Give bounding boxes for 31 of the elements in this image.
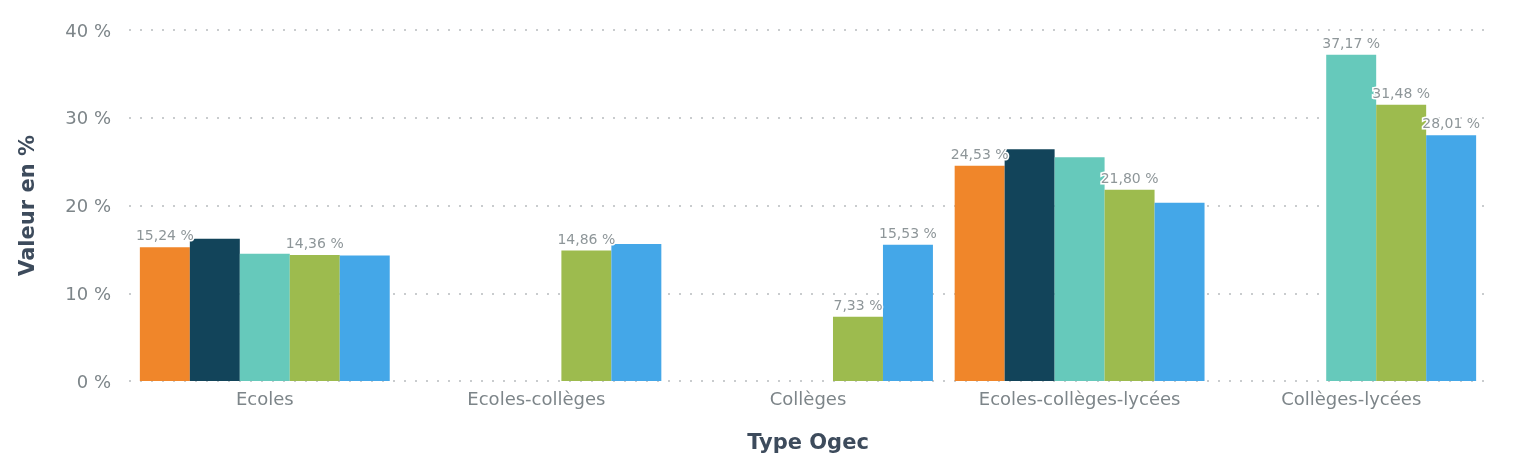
y-tick-label: 0 % <box>76 370 111 392</box>
y-tick-label: 30 % <box>65 107 111 129</box>
bar <box>289 254 340 381</box>
data-label: 15,53 % <box>879 224 937 241</box>
y-tick-label: 40 % <box>65 19 111 41</box>
bar <box>832 316 883 381</box>
y-tick-label: 10 % <box>65 282 111 304</box>
bar <box>189 238 240 381</box>
data-label: 15,24 % <box>135 227 194 244</box>
y-axis-title: Valeur en % <box>14 135 39 276</box>
y-tick-label: 20 % <box>65 195 111 216</box>
x-axis-title: Type Ogec <box>747 429 869 454</box>
bar <box>611 244 662 381</box>
bar <box>339 255 390 381</box>
bar <box>239 253 290 381</box>
bar <box>954 165 1005 381</box>
x-tick-label: Ecoles-collèges-lycées <box>978 387 1181 409</box>
bar <box>1154 202 1205 381</box>
x-tick-label: Collèges-lycées <box>1281 387 1422 409</box>
bar <box>882 244 933 381</box>
data-label: 7,33 % <box>833 296 883 313</box>
bar <box>1104 189 1155 381</box>
bar <box>139 247 190 381</box>
x-tick-label: Collèges <box>769 387 847 409</box>
data-label: 37,17 % <box>1322 34 1381 51</box>
x-tick-label: Ecoles <box>235 387 294 409</box>
x-tick-label: Ecoles-collèges <box>467 387 606 409</box>
bar <box>1426 135 1477 381</box>
bar <box>561 250 612 381</box>
data-label: 14,86 % <box>557 230 616 247</box>
data-label: 14,36 % <box>285 234 344 251</box>
